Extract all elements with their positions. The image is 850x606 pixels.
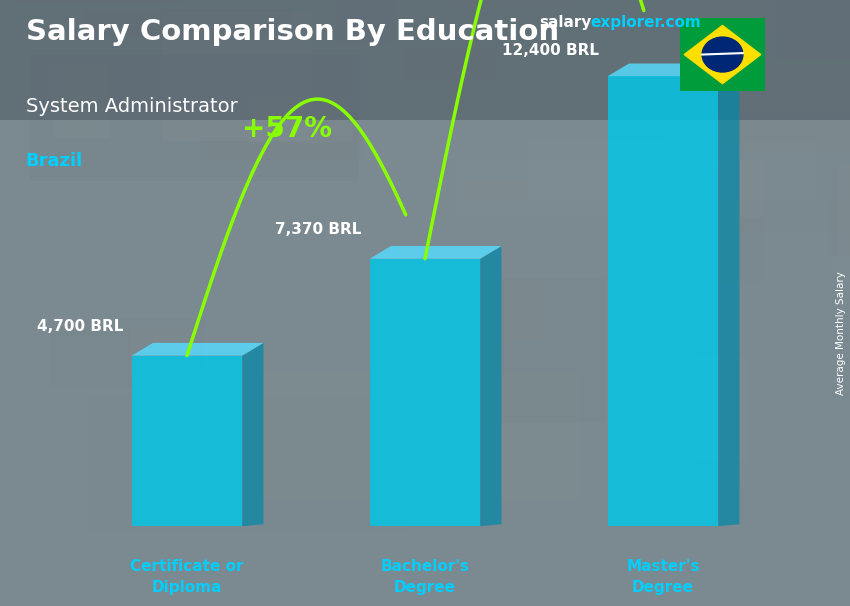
Text: Master's
Degree: Master's Degree (626, 559, 700, 595)
Bar (518, 327, 850, 449)
Bar (411, 5, 469, 136)
Bar (446, 0, 782, 21)
Bar (774, 139, 847, 267)
Text: 4,700 BRL: 4,700 BRL (37, 319, 123, 334)
Polygon shape (242, 343, 264, 526)
Bar (0, 0, 850, 120)
Text: Certificate or
Diploma: Certificate or Diploma (130, 559, 244, 595)
Bar (241, 459, 524, 496)
Text: 7,370 BRL: 7,370 BRL (275, 222, 361, 237)
Text: Bachelor's
Degree: Bachelor's Degree (381, 559, 469, 595)
Polygon shape (608, 64, 740, 76)
Bar (525, 21, 781, 84)
Bar (388, 442, 663, 540)
Polygon shape (132, 356, 242, 526)
Polygon shape (370, 259, 480, 526)
Bar (708, 272, 850, 373)
Polygon shape (684, 25, 761, 84)
Bar (118, 255, 280, 347)
Text: +57%: +57% (242, 115, 332, 142)
Bar (343, 420, 540, 541)
Bar (14, 490, 81, 574)
Circle shape (702, 37, 743, 72)
Bar (61, 429, 278, 547)
Bar (225, 478, 346, 576)
Text: 12,400 BRL: 12,400 BRL (502, 43, 599, 58)
Text: Average Monthly Salary: Average Monthly Salary (836, 271, 846, 395)
Bar (167, 42, 467, 113)
Bar (576, 364, 634, 479)
Bar (180, 26, 308, 155)
Bar (660, 417, 766, 451)
Bar (551, 343, 850, 376)
Bar (101, 221, 437, 268)
Polygon shape (718, 64, 740, 526)
Text: salary: salary (540, 15, 592, 30)
Text: Brazil: Brazil (26, 152, 82, 170)
Bar (658, 0, 777, 39)
Polygon shape (480, 246, 501, 526)
Text: explorer.com: explorer.com (591, 15, 701, 30)
Text: System Administrator: System Administrator (26, 97, 237, 116)
Bar (88, 282, 317, 322)
Bar (204, 87, 303, 170)
Bar (798, 456, 850, 494)
Polygon shape (132, 343, 264, 356)
Bar (675, 154, 813, 198)
Bar (845, 283, 850, 358)
Text: Salary Comparison By Education: Salary Comparison By Education (26, 18, 558, 46)
Bar (450, 0, 649, 46)
Bar (785, 387, 850, 499)
Bar (541, 245, 848, 324)
Bar (611, 116, 850, 225)
Bar (626, 73, 711, 135)
Polygon shape (608, 76, 718, 526)
Polygon shape (370, 246, 502, 259)
